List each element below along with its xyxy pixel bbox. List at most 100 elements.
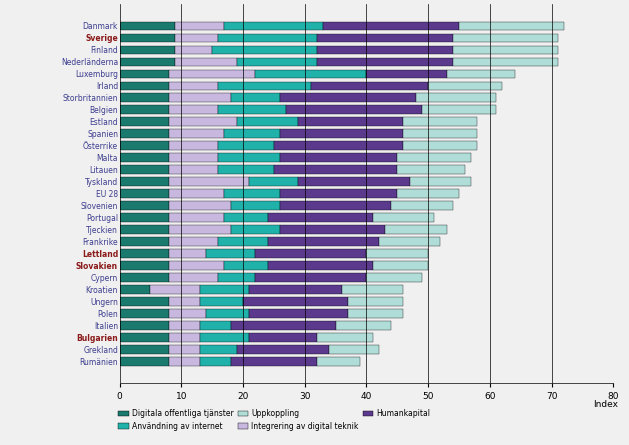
Bar (255, 69, 366, 78)
Bar (237, 345, 330, 353)
Bar (280, 201, 391, 210)
Bar (175, 57, 237, 66)
Bar (120, 45, 175, 54)
Bar (120, 249, 169, 258)
Bar (255, 249, 366, 258)
Bar (274, 142, 403, 150)
Bar (218, 81, 311, 90)
Bar (348, 309, 403, 318)
Bar (218, 154, 280, 162)
Bar (120, 93, 169, 102)
Bar (398, 166, 465, 174)
Bar (366, 69, 447, 78)
Bar (268, 213, 372, 222)
Bar (317, 57, 453, 66)
Bar (311, 81, 428, 90)
Bar (280, 129, 403, 138)
Bar (366, 273, 422, 282)
Bar (120, 154, 169, 162)
Bar (169, 309, 206, 318)
Bar (206, 309, 249, 318)
Bar (169, 321, 200, 330)
Bar (120, 285, 150, 294)
Bar (372, 261, 428, 270)
Bar (299, 117, 403, 126)
Bar (225, 129, 280, 138)
Bar (231, 225, 280, 234)
Bar (225, 261, 268, 270)
Bar (342, 285, 403, 294)
Bar (422, 105, 496, 114)
Bar (268, 261, 372, 270)
Bar (323, 22, 459, 30)
Bar (169, 249, 206, 258)
Bar (398, 189, 459, 198)
Bar (335, 321, 391, 330)
Bar (200, 297, 243, 306)
Bar (231, 201, 280, 210)
Bar (330, 345, 379, 353)
Bar (120, 166, 169, 174)
Bar (120, 297, 169, 306)
Bar (453, 45, 558, 54)
Bar (249, 285, 342, 294)
Bar (206, 249, 255, 258)
Bar (169, 93, 231, 102)
Bar (428, 81, 502, 90)
Bar (255, 273, 366, 282)
Bar (169, 237, 218, 246)
Bar (218, 166, 274, 174)
Bar (120, 34, 175, 42)
Bar (169, 345, 200, 353)
Bar (453, 34, 558, 42)
Bar (120, 309, 169, 318)
Bar (280, 189, 398, 198)
Bar (317, 45, 453, 54)
Bar (268, 237, 379, 246)
Bar (120, 321, 169, 330)
Bar (120, 142, 169, 150)
Bar (169, 177, 249, 186)
Bar (169, 105, 218, 114)
Bar (403, 142, 477, 150)
Bar (120, 22, 175, 30)
Bar (225, 213, 268, 222)
Bar (200, 345, 237, 353)
Bar (120, 129, 169, 138)
Bar (249, 333, 317, 342)
Bar (169, 129, 225, 138)
Bar (169, 297, 200, 306)
Bar (249, 177, 299, 186)
Bar (225, 22, 323, 30)
Bar (409, 177, 471, 186)
Bar (280, 225, 385, 234)
Bar (169, 225, 231, 234)
Bar (249, 309, 348, 318)
Bar (416, 93, 496, 102)
Bar (120, 69, 169, 78)
Bar (120, 333, 169, 342)
Bar (212, 45, 317, 54)
Bar (366, 249, 428, 258)
Bar (169, 261, 225, 270)
Bar (231, 93, 280, 102)
Bar (120, 213, 169, 222)
Bar (120, 201, 169, 210)
Bar (218, 273, 255, 282)
Bar (317, 357, 360, 365)
Bar (169, 333, 200, 342)
Bar (379, 237, 440, 246)
Bar (317, 333, 372, 342)
Bar (120, 237, 169, 246)
Bar (120, 105, 169, 114)
Bar (169, 213, 225, 222)
Bar (120, 57, 175, 66)
Bar (120, 225, 169, 234)
Bar (200, 321, 231, 330)
Bar (403, 117, 477, 126)
Bar (169, 142, 218, 150)
Bar (175, 45, 212, 54)
Bar (218, 142, 274, 150)
Bar (274, 166, 398, 174)
Bar (403, 129, 477, 138)
